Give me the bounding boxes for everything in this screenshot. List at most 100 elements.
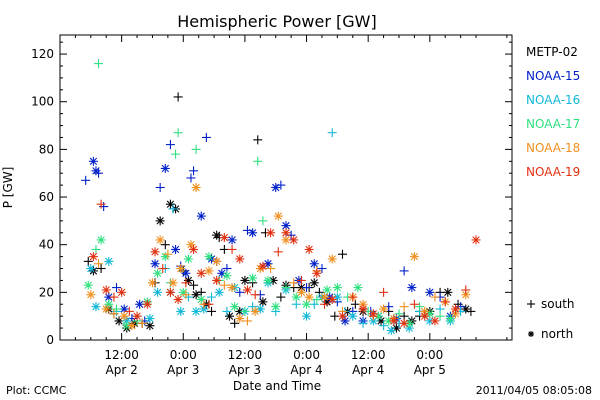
- data-point-south: [155, 183, 165, 192]
- data-point-north: [248, 273, 258, 283]
- data-point-north: [83, 280, 93, 290]
- star-d2: [143, 300, 152, 308]
- data-point-north: [327, 294, 337, 304]
- plus-symbol-icon: [527, 300, 535, 308]
- star-d2: [328, 255, 336, 263]
- data-point-north: [142, 299, 152, 309]
- star-d2: [89, 157, 98, 165]
- data-point-south: [273, 247, 283, 257]
- data-point-south: [191, 144, 201, 154]
- star-d2: [420, 312, 429, 320]
- star-d2: [212, 257, 221, 266]
- data-point-north: [443, 287, 453, 297]
- data-point-north: [155, 216, 165, 226]
- data-point-north: [358, 304, 368, 314]
- star-d2: [171, 245, 180, 254]
- data-point-south: [327, 128, 337, 138]
- data-point-south: [266, 264, 276, 274]
- data-point-north: [250, 306, 260, 316]
- data-point-north: [101, 285, 111, 295]
- data-point-north: [399, 318, 409, 328]
- chart-title: Hemispheric Power [GW]: [177, 12, 376, 31]
- data-point-south: [219, 244, 229, 254]
- data-point-north: [168, 278, 178, 288]
- data-point-south: [330, 311, 340, 321]
- star-d2: [87, 291, 95, 299]
- x-tick-label-date: Apr 2: [106, 363, 138, 377]
- star-d2: [374, 312, 383, 320]
- data-point-north: [461, 304, 471, 314]
- data-point-north: [322, 285, 332, 295]
- star-d2: [212, 231, 221, 239]
- data-point-south: [248, 302, 258, 312]
- star-d2: [310, 279, 318, 287]
- star-d2: [431, 317, 439, 325]
- y-tick-label: 40: [39, 238, 54, 252]
- star-d2: [354, 283, 362, 292]
- data-point-north: [227, 283, 237, 293]
- x-tick-label-date: Apr 3: [167, 363, 199, 377]
- star-d2: [328, 295, 336, 304]
- data-point-south: [207, 306, 217, 316]
- star-d2: [241, 276, 249, 285]
- data-point-north: [248, 228, 258, 238]
- data-point-south: [189, 166, 199, 176]
- data-point-north: [153, 287, 163, 297]
- star-d2: [120, 305, 128, 313]
- data-point-north: [204, 266, 214, 276]
- star-d2: [313, 269, 321, 277]
- star-d2: [272, 302, 280, 311]
- data-point-south: [173, 92, 183, 102]
- data-point-north: [183, 254, 193, 264]
- legend-entry: NOAA-18: [526, 141, 580, 155]
- star-d2: [369, 310, 378, 318]
- star-d2: [320, 293, 329, 301]
- star-d2: [197, 295, 205, 304]
- data-point-south: [276, 180, 286, 190]
- y-tick-label: 120: [31, 47, 54, 61]
- star-d2: [169, 279, 177, 287]
- data-point-south: [173, 128, 183, 138]
- star-d2: [205, 252, 213, 261]
- data-point-north: [304, 244, 314, 254]
- data-point-south: [137, 318, 147, 328]
- data-point-south: [430, 292, 440, 302]
- data-point-north: [409, 252, 419, 262]
- data-point-north: [191, 306, 201, 316]
- data-point-south: [466, 306, 476, 316]
- star-d2: [189, 245, 198, 254]
- data-point-north: [281, 228, 291, 238]
- data-point-north: [296, 287, 306, 297]
- data-point-south: [242, 316, 252, 326]
- star-d2: [297, 288, 306, 297]
- star-d2: [151, 248, 159, 256]
- x-tick-label-date: Apr 3: [229, 363, 261, 377]
- data-point-south: [171, 149, 181, 159]
- data-point-south: [230, 318, 240, 328]
- star-d2: [102, 286, 110, 294]
- data-point-north: [304, 292, 314, 302]
- data-point-north: [104, 299, 114, 309]
- star-d2: [117, 288, 126, 297]
- star-d2: [444, 288, 452, 297]
- star-d2: [177, 264, 185, 273]
- star-d2: [266, 229, 275, 237]
- star-d2: [248, 229, 257, 237]
- data-point-south: [96, 199, 106, 209]
- star-d2: [174, 295, 182, 304]
- data-point-north: [242, 285, 252, 295]
- data-point-south: [338, 249, 347, 259]
- data-point-north: [186, 240, 196, 250]
- y-tick-label: 20: [39, 285, 54, 299]
- data-point-north: [88, 156, 98, 166]
- plot-frame: [59, 34, 513, 341]
- data-point-south: [453, 299, 463, 309]
- data-point-north: [376, 316, 386, 326]
- star-d2: [310, 260, 318, 268]
- data-point-north: [160, 163, 170, 173]
- y-axis-label: P [GW]: [1, 167, 15, 209]
- star-d2: [179, 288, 187, 297]
- data-point-south: [168, 204, 178, 214]
